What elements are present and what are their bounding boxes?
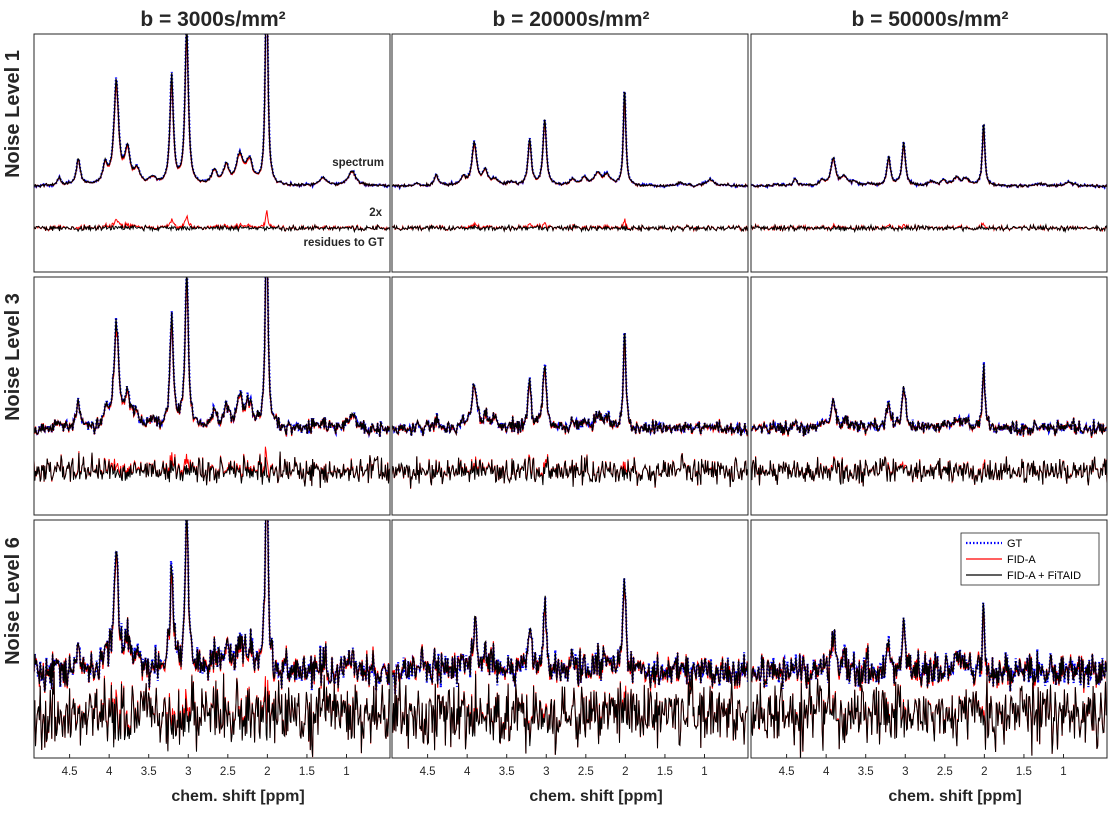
panel-frame: [33, 276, 391, 516]
column-title-2: b = 20000s/mm²: [492, 8, 649, 31]
legend-label-fida: FID-A: [1007, 554, 1036, 566]
series-fitaid-line: [34, 277, 390, 437]
column-title-1: b = 3000s/mm²: [140, 8, 285, 31]
panel-plot-area: [34, 34, 390, 234]
x-tick-label: 3: [185, 766, 191, 778]
residue-fitaid-line: [751, 668, 1107, 758]
x-tick-label: 4.5: [420, 766, 436, 778]
residue-fitaid-line: [392, 670, 748, 755]
series-fida-line: [751, 126, 1107, 189]
column-title-3: b = 50000s/mm²: [851, 8, 1008, 31]
annotation-scale: 2x: [369, 207, 382, 219]
series-fida-line: [392, 96, 748, 190]
annotation-residues: residues to GT: [303, 237, 384, 249]
x-tick-label: 4.5: [62, 766, 78, 778]
panel-plot-area: [751, 602, 1107, 758]
x-tick-label: 3.5: [499, 766, 515, 778]
series-fitaid-line: [392, 333, 748, 437]
series-gt-line: [392, 578, 748, 694]
x-tick-label: 1.5: [657, 766, 673, 778]
x-tick-label: 4: [823, 766, 830, 778]
panel-r2-c2: [391, 276, 749, 516]
panel-r2-c3: [750, 276, 1108, 516]
residue-fitaid-line: [34, 223, 390, 234]
panel-r1-c2: [391, 33, 749, 273]
x-tick-group: 4.5 4 3.5 3 2.5 2 1.5 1 4.5 4 3.5 3 2.5 2 1.5 1 4.5 4 3.5 3…: [62, 754, 1067, 778]
annotation-spectrum: spectrum: [332, 157, 384, 169]
x-tick-label: 2: [622, 766, 628, 778]
panel-frame: [750, 519, 1108, 759]
panel-frame: [33, 33, 391, 273]
series-fitaid-line: [751, 602, 1107, 692]
residue-fitaid-line: [34, 671, 390, 757]
x-tick-label: 1: [1060, 766, 1066, 778]
x-tick-label: 2.5: [578, 766, 594, 778]
panel-plot-area: [34, 277, 390, 489]
panel-frame: [391, 276, 749, 516]
series-fida-line: [392, 581, 748, 695]
series-gt-line: [751, 121, 1107, 190]
x-tick-label: 4: [106, 766, 113, 778]
series-gt-line: [392, 332, 748, 437]
residue-fida-line: [392, 452, 748, 489]
series-fida-line: [392, 337, 748, 437]
panel-plot-area: [392, 332, 748, 489]
panel-grid: [33, 33, 1108, 759]
series-gt-line: [34, 277, 390, 439]
series-fitaid-line: [751, 363, 1107, 437]
panel-r3-c1: [33, 519, 391, 759]
panel-frame: [750, 33, 1108, 273]
x-tick-label: 2: [981, 766, 987, 778]
x-tick-label: 1.5: [299, 766, 315, 778]
x-tick-label: 2.5: [937, 766, 953, 778]
series-fitaid-line: [34, 520, 390, 692]
x-tick-label: 4: [464, 766, 471, 778]
series-gt-line: [392, 90, 748, 191]
residue-fitaid-line: [392, 223, 748, 233]
panel-plot-area: [751, 121, 1107, 234]
x-axis-label-1: chem. shift [ppm]: [171, 788, 304, 805]
series-fitaid-line: [392, 578, 748, 695]
legend: GT FID-A FID-A + FiTAID: [960, 532, 1100, 586]
panel-r3-c3: [750, 519, 1108, 759]
x-tick-label: 3: [902, 766, 908, 778]
row-label-3: Noise Level 6: [2, 537, 24, 665]
panel-r1-c3: [750, 33, 1108, 273]
row-label-2: Noise Level 3: [2, 293, 24, 421]
residue-fitaid-line: [751, 456, 1107, 487]
panel-frame: [391, 519, 749, 759]
x-tick-label: 4.5: [779, 766, 795, 778]
x-tick-label: 3.5: [858, 766, 874, 778]
panel-r3-c2: [391, 519, 749, 759]
x-tick-label: 2: [264, 766, 270, 778]
panel-frame: [750, 276, 1108, 516]
residue-fitaid-line: [392, 453, 748, 489]
x-tick-label: 3.5: [141, 766, 157, 778]
row-label-1: Noise Level 1: [2, 50, 24, 178]
panel-plot-area: [392, 578, 748, 755]
series-fitaid-line: [34, 34, 390, 189]
panel-r1-c1: [33, 33, 391, 273]
panel-frame: [391, 33, 749, 273]
x-tick-label: 2.5: [220, 766, 236, 778]
legend-label-fitaid: FID-A + FiTAID: [1007, 570, 1081, 582]
panel-plot-area: [392, 90, 748, 233]
panel-plot-area: [751, 361, 1107, 487]
panel-plot-area: [34, 520, 390, 758]
panel-r2-c1: [33, 276, 391, 516]
x-tick-label: 1.5: [1016, 766, 1032, 778]
series-fitaid-line: [392, 91, 748, 190]
x-axis-label-3: chem. shift [ppm]: [888, 788, 1021, 805]
x-tick-label: 1: [701, 766, 707, 778]
residue-fitaid-line: [751, 223, 1107, 234]
x-axis-label-2: chem. shift [ppm]: [529, 788, 662, 805]
x-tick-label: 3: [543, 766, 549, 778]
legend-label-gt: GT: [1007, 538, 1023, 550]
x-tick-label: 1: [343, 766, 349, 778]
residue-fitaid-line: [34, 451, 390, 489]
series-fitaid-line: [751, 123, 1107, 189]
panel-frame: [33, 519, 391, 759]
